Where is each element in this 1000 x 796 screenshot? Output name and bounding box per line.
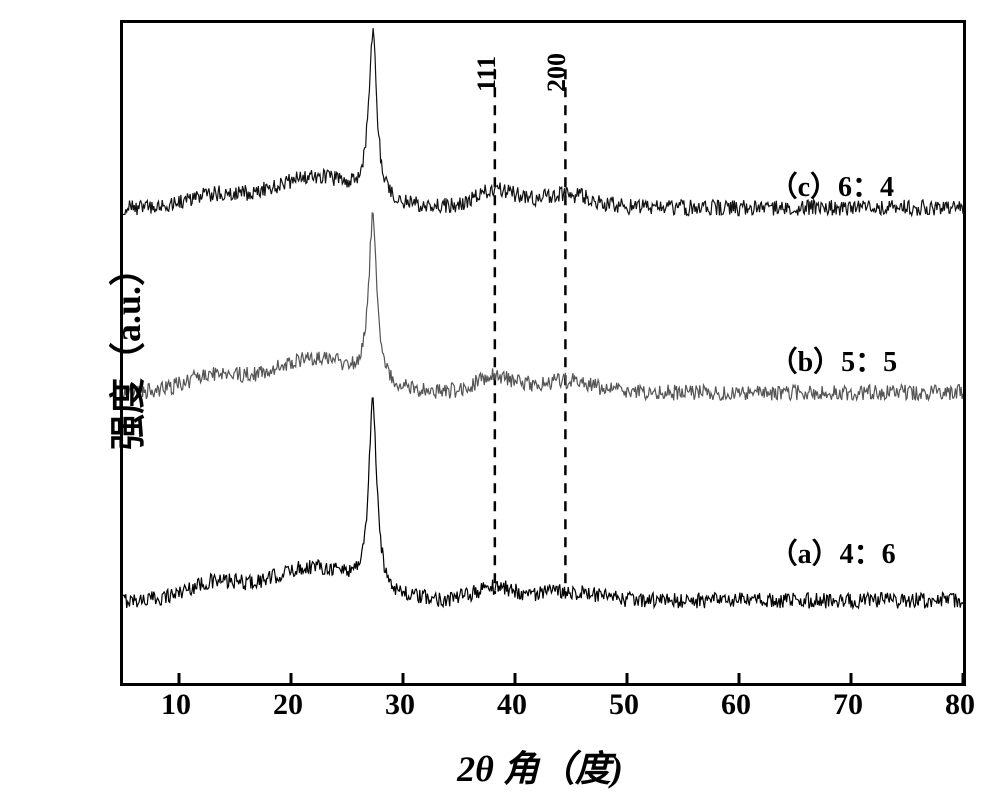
xrd-figure: 强度（a.u.） 2θ 角（度) 10 20 30 40 50 60 70 80 （a）4：6… bbox=[0, 0, 1000, 796]
x-tick-60: 60 bbox=[721, 688, 751, 722]
trace-label-b: （b）5：5 bbox=[770, 340, 898, 380]
x-axis-label: 2θ 角（度) bbox=[120, 740, 960, 792]
x-tick-30: 30 bbox=[385, 688, 415, 722]
y-axis-label: 强度（a.u.） bbox=[99, 250, 151, 450]
x-tick-50: 50 bbox=[609, 688, 639, 722]
x-tick-80: 80 bbox=[945, 688, 975, 722]
x-tick-40: 40 bbox=[497, 688, 527, 722]
peak-label-111: 111 bbox=[472, 56, 502, 92]
trace-label-c: （c）6：4 bbox=[770, 165, 894, 205]
trace-label-a: （a）4：6 bbox=[770, 532, 896, 572]
x-tick-10: 10 bbox=[161, 688, 191, 722]
x-tick-20: 20 bbox=[273, 688, 303, 722]
peak-label-200: 200 bbox=[542, 53, 572, 92]
trace-a bbox=[123, 398, 963, 608]
x-tick-70: 70 bbox=[833, 688, 863, 722]
